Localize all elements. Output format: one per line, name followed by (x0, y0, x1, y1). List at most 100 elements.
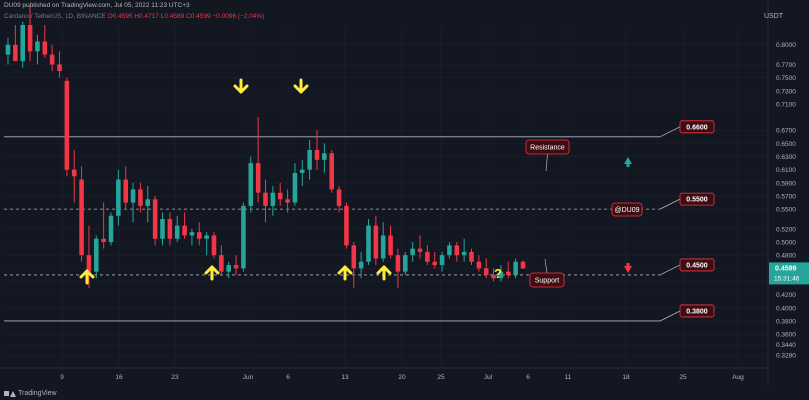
candle[interactable] (35, 34, 40, 65)
candle[interactable] (336, 186, 342, 213)
candle[interactable] (417, 235, 423, 259)
candle[interactable] (174, 215, 180, 243)
candle[interactable] (204, 232, 209, 256)
candle[interactable] (270, 186, 276, 216)
candle[interactable] (498, 265, 504, 282)
bar-countdown: 15:31:46 (774, 275, 800, 282)
candle-body (425, 251, 430, 262)
candle[interactable] (145, 186, 151, 223)
candle[interactable] (108, 212, 114, 246)
candle[interactable] (49, 44, 55, 72)
candle[interactable] (491, 268, 496, 282)
candle[interactable] (395, 248, 401, 289)
candle[interactable] (248, 156, 254, 213)
candle[interactable] (211, 232, 217, 259)
arrow-up-icon (337, 265, 353, 281)
level-tag[interactable] (679, 304, 715, 318)
candle-body (469, 251, 474, 262)
candle[interactable] (13, 25, 18, 62)
candle[interactable] (461, 238, 467, 262)
candle[interactable] (277, 182, 283, 206)
candle[interactable] (233, 255, 239, 275)
last-price-tag[interactable] (769, 262, 809, 285)
candle[interactable] (410, 242, 415, 262)
level-tag[interactable] (679, 258, 715, 272)
candle[interactable] (138, 182, 143, 213)
candle-body (447, 245, 452, 256)
candle[interactable] (20, 21, 25, 68)
candle[interactable] (86, 225, 92, 289)
candle[interactable] (226, 261, 231, 279)
tradingview-brand: TradingView (18, 390, 57, 397)
candle[interactable] (469, 248, 474, 266)
candle[interactable] (447, 242, 452, 259)
candle-body (189, 232, 195, 236)
candle[interactable] (79, 166, 84, 262)
candle[interactable] (476, 255, 482, 272)
candle[interactable] (439, 251, 445, 272)
candle[interactable] (42, 25, 48, 58)
candle[interactable] (403, 251, 408, 275)
candle[interactable] (189, 228, 195, 246)
candle[interactable] (255, 117, 261, 203)
tradingview-footer[interactable]: TradingView (4, 390, 57, 397)
last-price-value: 0.4599 (775, 265, 797, 272)
candle[interactable] (64, 77, 70, 177)
candle[interactable] (182, 212, 187, 239)
candle[interactable] (329, 149, 334, 193)
candle[interactable] (358, 251, 364, 279)
candle[interactable] (197, 222, 202, 246)
candle[interactable] (219, 245, 224, 275)
arrow-head (376, 265, 392, 275)
candle[interactable] (432, 251, 437, 269)
candle-body (71, 169, 77, 177)
candle-body (152, 199, 158, 239)
candle[interactable] (130, 182, 136, 223)
candle[interactable] (506, 261, 511, 279)
candle[interactable] (292, 163, 298, 206)
time-tick-label: Jun (243, 374, 254, 381)
candle[interactable] (263, 179, 268, 223)
candle[interactable] (483, 258, 489, 279)
candle[interactable] (373, 215, 379, 266)
candle[interactable] (160, 212, 165, 246)
candle[interactable] (380, 222, 386, 262)
candle[interactable] (520, 260, 526, 270)
candle[interactable] (285, 189, 290, 213)
candle[interactable] (71, 149, 77, 203)
candle[interactable] (27, 5, 33, 62)
candle-body (174, 225, 180, 239)
callout-pointer (545, 153, 548, 172)
candle[interactable] (116, 169, 121, 226)
candle-body (373, 225, 379, 259)
price-tick-label: 0.4200 (776, 292, 796, 299)
candle[interactable] (513, 258, 518, 279)
candle[interactable] (366, 219, 371, 266)
candle[interactable] (152, 196, 158, 246)
level-tag[interactable] (679, 192, 715, 206)
candle[interactable] (5, 38, 11, 65)
candle[interactable] (101, 202, 106, 249)
candle[interactable] (57, 51, 62, 78)
down-triangle-icon (624, 266, 632, 273)
candle[interactable] (425, 245, 430, 266)
candle[interactable] (344, 202, 349, 249)
candle[interactable] (351, 242, 357, 289)
resistance-callout[interactable]: Resistance (525, 139, 570, 172)
candle[interactable] (322, 143, 327, 173)
candle[interactable] (241, 202, 246, 272)
symbol-name[interactable]: Cardano / TetherUS, 1D, BINANCE (4, 13, 106, 20)
level-tag[interactable] (679, 120, 715, 134)
candle[interactable] (300, 159, 305, 187)
candle[interactable] (123, 166, 128, 210)
candle[interactable] (307, 140, 312, 180)
candle[interactable] (388, 225, 393, 259)
candle[interactable] (454, 242, 460, 262)
candle[interactable] (94, 235, 99, 279)
support-callout[interactable]: Support (529, 258, 565, 288)
author-tag[interactable]: @DU09 (611, 202, 643, 217)
candle[interactable] (314, 130, 320, 170)
candle[interactable] (167, 212, 173, 246)
price-tick-label: 0.5700 (776, 194, 796, 201)
